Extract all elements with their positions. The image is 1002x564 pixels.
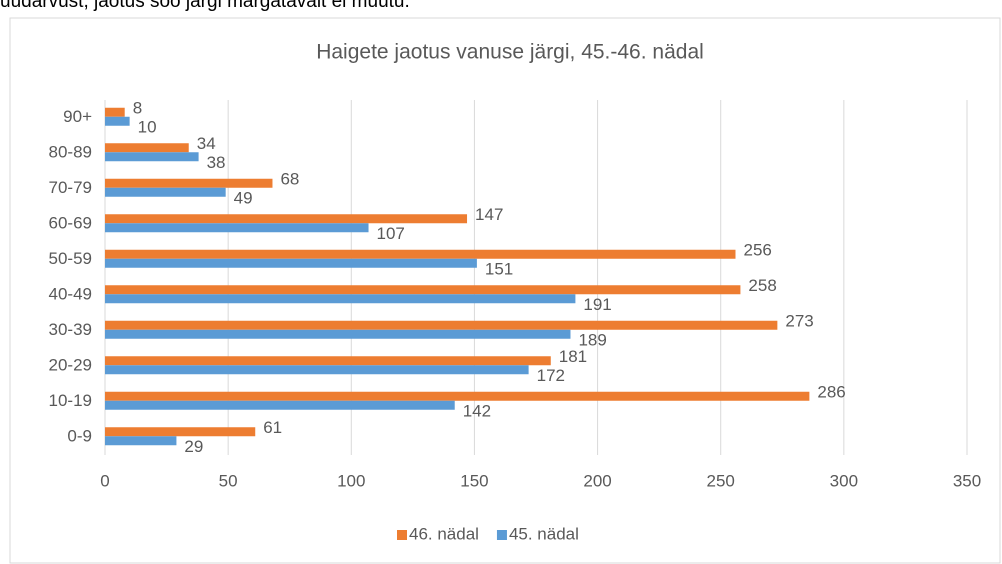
x-tick-label: 0 bbox=[100, 471, 109, 490]
bar bbox=[105, 249, 736, 259]
data-label: 181 bbox=[559, 347, 587, 366]
y-tick-label: 60-69 bbox=[49, 214, 92, 233]
data-label: 142 bbox=[463, 402, 491, 421]
data-label: 256 bbox=[743, 241, 771, 260]
x-tick-label: 100 bbox=[337, 471, 365, 490]
x-tick-label: 200 bbox=[583, 471, 611, 490]
legend-label: 45. nädal bbox=[509, 524, 579, 543]
bar bbox=[105, 107, 125, 117]
bar bbox=[105, 436, 177, 446]
bar bbox=[105, 329, 571, 339]
y-tick-label: 70-79 bbox=[49, 178, 92, 197]
bar bbox=[105, 391, 810, 401]
bar bbox=[105, 356, 551, 366]
data-label: 38 bbox=[207, 153, 226, 172]
bar bbox=[105, 365, 529, 375]
x-tick-label: 150 bbox=[460, 471, 488, 490]
data-label: 49 bbox=[234, 189, 253, 208]
data-label: 273 bbox=[785, 312, 813, 331]
bar bbox=[105, 294, 576, 304]
bar bbox=[105, 223, 369, 233]
bar bbox=[105, 178, 273, 188]
x-tick-label: 250 bbox=[707, 471, 735, 490]
bar bbox=[105, 400, 455, 410]
y-tick-label: 40-49 bbox=[49, 285, 92, 304]
legend-swatch bbox=[496, 530, 507, 540]
y-tick-label: 90+ bbox=[63, 107, 92, 126]
bar bbox=[105, 152, 199, 162]
data-label: 147 bbox=[475, 205, 503, 224]
data-label: 189 bbox=[578, 331, 606, 350]
data-label: 29 bbox=[184, 437, 203, 456]
x-tick-label: 50 bbox=[219, 471, 238, 490]
bar bbox=[105, 116, 130, 126]
bar bbox=[105, 285, 741, 295]
legend-label: 46. nädal bbox=[409, 524, 479, 543]
data-label: 68 bbox=[280, 170, 299, 189]
data-label: 61 bbox=[263, 418, 282, 437]
y-tick-label: 50-59 bbox=[49, 249, 92, 268]
x-tick-label: 300 bbox=[830, 471, 858, 490]
y-tick-label: 30-39 bbox=[49, 320, 92, 339]
y-tick-label: 0-9 bbox=[67, 427, 92, 446]
bar bbox=[105, 187, 226, 197]
bar bbox=[105, 214, 468, 224]
data-label: 191 bbox=[583, 295, 611, 314]
legend-swatch bbox=[397, 530, 407, 540]
data-label: 34 bbox=[197, 134, 216, 153]
bar bbox=[105, 320, 778, 330]
data-label: 8 bbox=[133, 99, 142, 118]
data-label: 258 bbox=[748, 276, 776, 295]
text-above: uudarvust, jaotus soo järgi märgatavalt … bbox=[0, 0, 410, 12]
data-label: 172 bbox=[537, 366, 565, 385]
data-label: 10 bbox=[138, 118, 157, 137]
bar bbox=[105, 427, 256, 437]
data-label: 107 bbox=[377, 224, 405, 243]
data-label: 286 bbox=[817, 383, 845, 402]
y-tick-label: 20-29 bbox=[49, 356, 92, 375]
bar bbox=[105, 143, 189, 153]
y-tick-label: 80-89 bbox=[49, 143, 92, 162]
bar bbox=[105, 258, 477, 268]
x-tick-label: 350 bbox=[953, 471, 981, 490]
y-tick-label: 10-19 bbox=[49, 391, 92, 410]
chart-title: Haigete jaotus vanuse järgi, 45.-46. näd… bbox=[316, 41, 704, 64]
data-label: 151 bbox=[485, 260, 513, 279]
